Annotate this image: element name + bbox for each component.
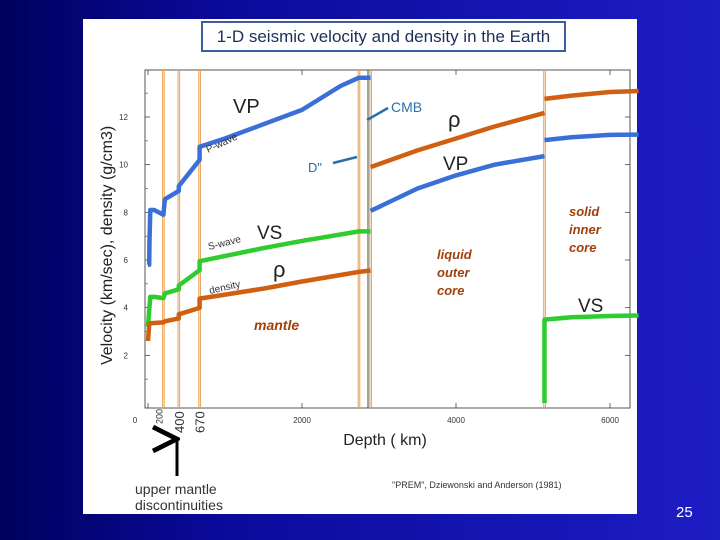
- label-vp-mantle: VP: [233, 96, 260, 118]
- y-tick-label: 10: [119, 161, 128, 170]
- label-dpp: D": [308, 160, 322, 175]
- label-vs-core: VS: [578, 296, 603, 317]
- series-rho-segment-1: [145, 268, 371, 342]
- chart-title: 1-D seismic velocity and density in the …: [201, 21, 566, 52]
- x-axis-title: Depth ( km): [343, 432, 427, 449]
- series-rho-segment-2: [369, 110, 546, 170]
- x-tick-label: 2000: [293, 416, 311, 425]
- label-rho-core: ρ: [448, 107, 461, 132]
- series-vp-segment-1: [146, 75, 371, 268]
- x-extra-tick-label: 670: [193, 411, 208, 433]
- y-axis-title: Velocity (km/sec), density (g/cm3): [99, 126, 116, 365]
- label-outer-core: liquid outer core: [437, 247, 475, 298]
- series-vs-segment-1: [145, 229, 371, 327]
- x-tick-label: 6000: [601, 416, 619, 425]
- label-rho-mantle: ρ: [273, 257, 286, 282]
- y-tick-label: 6: [124, 256, 129, 265]
- label-mantle: mantle: [254, 317, 299, 333]
- x-extra-tick-label: 400: [172, 411, 187, 433]
- x-extra-tick-label: 200: [154, 409, 164, 424]
- x-tick-label: 4000: [447, 416, 465, 425]
- citation: "PREM", Dziewonski and Anderson (1981): [392, 480, 561, 490]
- x-tick-label: 0: [133, 416, 138, 425]
- dpp-pointer: [332, 155, 358, 165]
- series-rho-segment-3: [544, 88, 639, 102]
- series-vp-segment-2: [369, 153, 545, 213]
- y-tick-label: 8: [124, 208, 129, 217]
- cmb-pointer: [366, 106, 389, 122]
- label-vs-mantle: VS: [257, 223, 282, 244]
- series-vs-segment-2: [542, 313, 639, 403]
- y-tick-label: 12: [119, 113, 128, 122]
- series-vp-segment-3: [544, 132, 639, 143]
- label-inner-core: solid inner core: [569, 204, 604, 255]
- arrow-caption: upper mantle discontinuities: [135, 481, 223, 513]
- label-cmb: CMB: [391, 99, 422, 115]
- y-tick-label: 2: [124, 351, 129, 360]
- label-vp-core: VP: [443, 154, 468, 175]
- label-swave: S-wave: [207, 234, 242, 253]
- y-tick-label: 4: [124, 304, 129, 313]
- page-number: 25: [676, 504, 693, 521]
- label-pwave: P-wave: [205, 131, 240, 155]
- plot-frame: [144, 69, 631, 409]
